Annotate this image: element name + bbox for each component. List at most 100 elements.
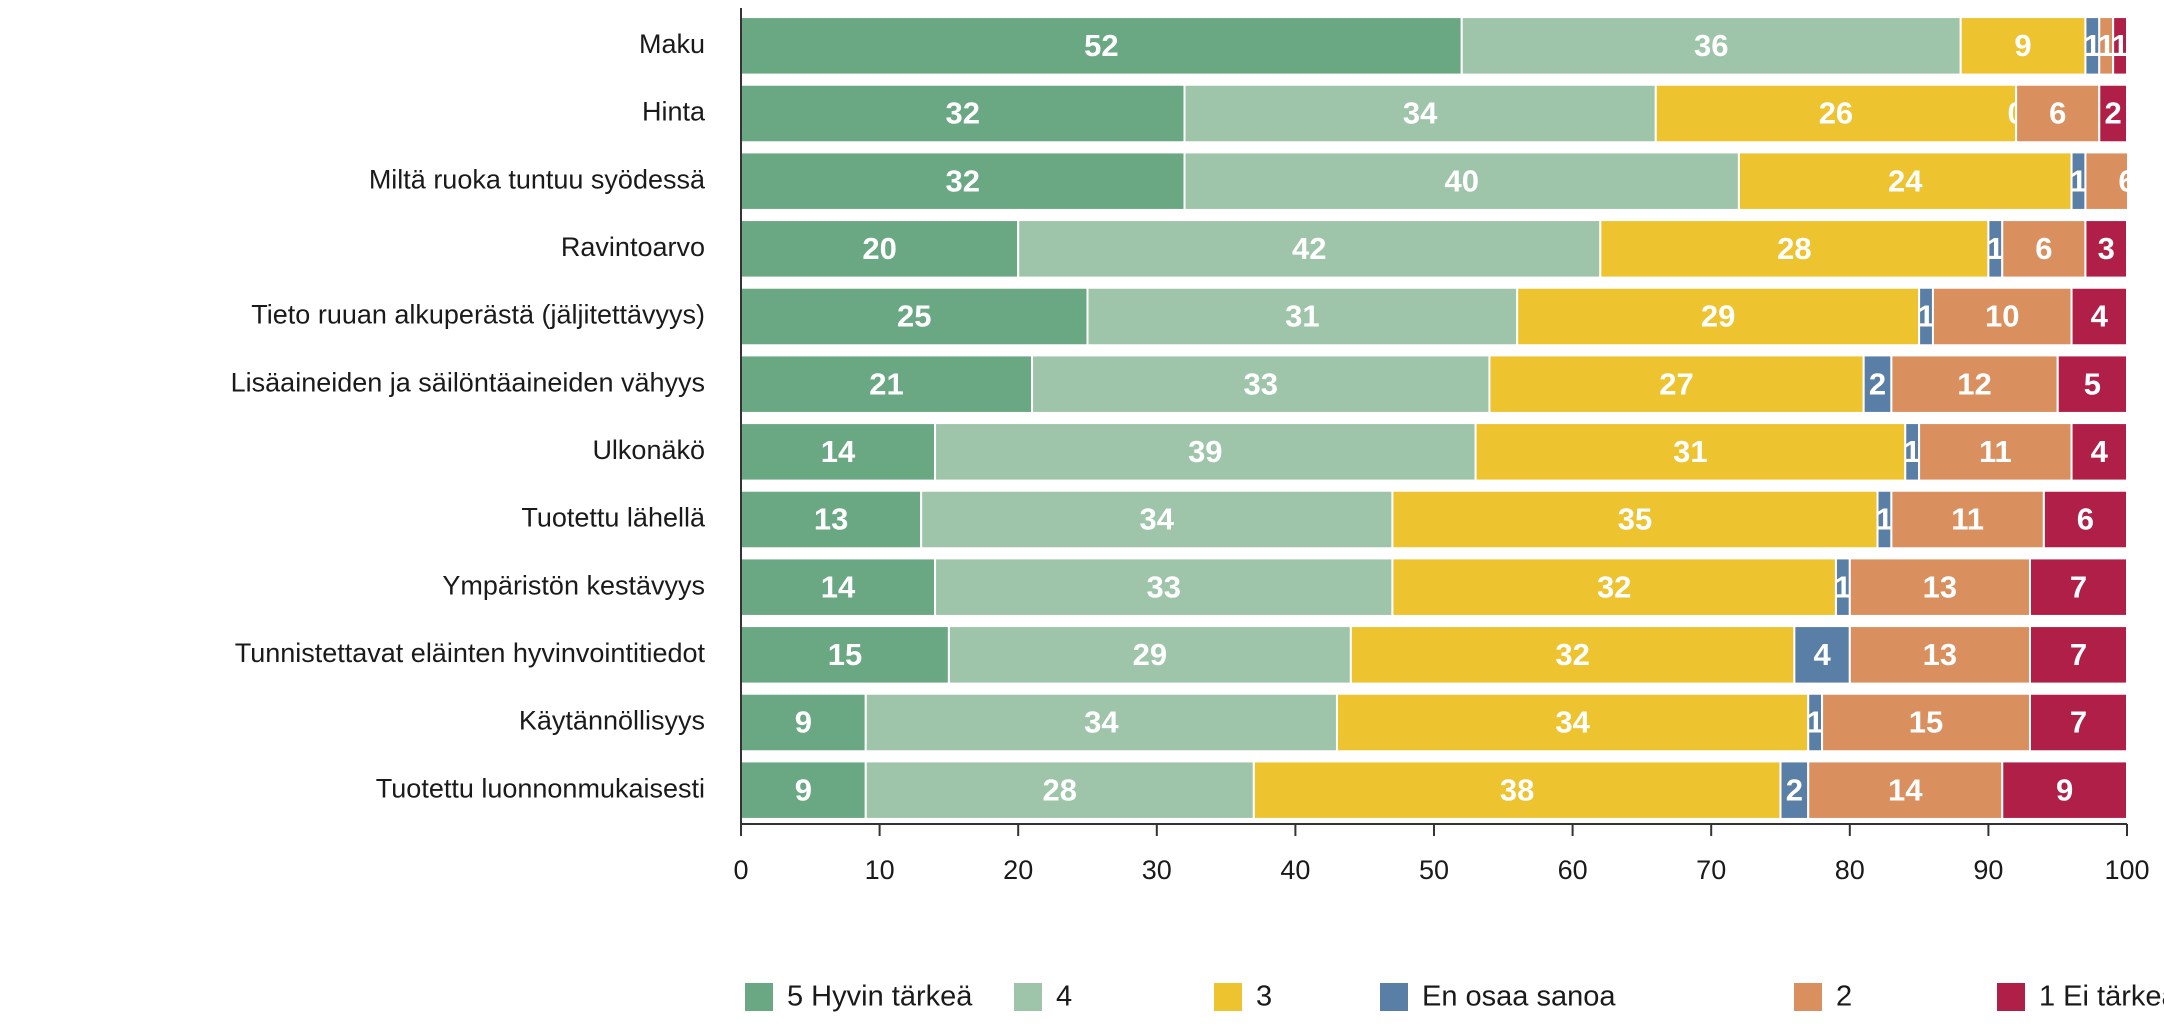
x-tick-label: 20 (1003, 855, 1033, 885)
bar-segment (1460, 16, 1962, 76)
category-label: Tuotettu luonnonmukaisesti (376, 773, 705, 803)
value-label: 20 (862, 231, 896, 266)
value-label: 13 (814, 502, 848, 537)
x-tick-label: 60 (1558, 855, 1588, 885)
bar-segment (1890, 354, 2059, 414)
value-label: 4 (2091, 434, 2109, 469)
bar-segment (1862, 354, 1893, 414)
value-label: 24 (1888, 163, 1923, 198)
bar-segment (2001, 760, 2127, 820)
value-label: 33 (1244, 366, 1278, 401)
bar-segment (1391, 557, 1837, 617)
bar-segment (1793, 625, 1851, 685)
legend-label: 3 (1256, 981, 1272, 1013)
value-label: 32 (1597, 569, 1631, 604)
x-tick-label: 10 (865, 855, 895, 885)
bar-segment (1737, 151, 2073, 211)
bar-segment (2070, 422, 2127, 482)
value-label: 2 (2105, 96, 2122, 131)
bar-segment (1017, 219, 1602, 279)
legend-label: 1 Ei tärkeä (2039, 981, 2164, 1013)
bar-segment (741, 557, 937, 617)
category-label: Tieto ruuan alkuperästä (jäljitettävyys) (251, 300, 705, 330)
bar-segment (741, 219, 1020, 279)
legend-swatch (745, 983, 773, 1011)
value-label: 4 (2091, 299, 2109, 334)
bar-segment (920, 489, 1394, 550)
value-label: 32 (946, 96, 980, 131)
legend-label: 2 (1836, 981, 1852, 1013)
value-label: 1 (2070, 163, 2087, 198)
category-label: Tuotettu lähellä (521, 503, 706, 533)
bar-segment (741, 489, 923, 550)
value-label: 36 (1694, 28, 1728, 63)
bar-segment (1931, 286, 2073, 347)
bar-segment (1821, 692, 2031, 753)
value-label: 26 (1819, 96, 1853, 131)
category-label: Miltä ruoka tuntuu syödessä (369, 164, 706, 194)
value-label: 2 (1786, 772, 1803, 807)
value-label: 3 (2098, 231, 2115, 266)
value-label: 40 (1444, 163, 1478, 198)
legend-swatch (1014, 983, 1042, 1011)
x-tick-label: 30 (1142, 855, 1172, 885)
value-label: 4 (1813, 637, 1831, 672)
value-label: 7 (2070, 705, 2087, 740)
value-label: 1 (1834, 569, 1851, 604)
value-label: 52 (1084, 28, 1118, 63)
value-label: 5 (2084, 366, 2101, 401)
x-tick-label: 50 (1419, 855, 1449, 885)
bar-segment (1918, 422, 2073, 482)
bars: 5236911132342606232402416220422816325312… (741, 16, 2135, 820)
value-label: 1 (1807, 705, 1824, 740)
category-label: Hinta (642, 97, 706, 127)
bar-segment (1890, 489, 2045, 550)
legend-swatch (1794, 983, 1822, 1011)
bar-segment (1335, 692, 1810, 753)
x-tick-label: 40 (1280, 855, 1310, 885)
value-label: 13 (1923, 569, 1957, 604)
x-tick-label: 0 (733, 855, 748, 885)
x-tick-label: 70 (1696, 855, 1726, 885)
value-label: 28 (1043, 772, 1077, 807)
value-label: 1 (2111, 28, 2128, 63)
value-label: 42 (1292, 231, 1326, 266)
value-label: 1 (1987, 231, 2004, 266)
value-label: 1 (2098, 28, 2115, 63)
bar-segment (1779, 760, 1810, 820)
legend-swatch (1997, 983, 2025, 1011)
value-label: 15 (828, 637, 862, 672)
x-tick-label: 90 (1973, 855, 2003, 885)
value-label: 10 (1985, 299, 2019, 334)
bar-segment (864, 692, 1338, 753)
value-label: 31 (1673, 434, 1707, 469)
category-label: Ravintoarvo (561, 232, 705, 262)
bar-segment (741, 151, 1186, 211)
bar-segment (2056, 354, 2127, 414)
bar-segment (2028, 692, 2127, 753)
bar-segment (741, 83, 1186, 144)
value-label: 6 (2118, 163, 2135, 198)
value-label: 32 (946, 163, 980, 198)
category-label: Käytännöllisyys (519, 706, 705, 736)
value-label: 6 (2049, 96, 2066, 131)
value-label: 25 (897, 299, 931, 334)
value-label: 21 (869, 366, 903, 401)
value-label: 2 (1869, 366, 1886, 401)
value-label: 34 (1084, 705, 1119, 740)
bar-segment (741, 354, 1034, 414)
value-label: 1 (2084, 28, 2101, 63)
value-label: 13 (1923, 637, 1957, 672)
bar-segment (1959, 16, 2087, 76)
value-label: 9 (795, 705, 812, 740)
value-label: 28 (1777, 231, 1811, 266)
bar-segment (1599, 219, 1990, 279)
value-label: 1 (1904, 434, 1921, 469)
legend-label: 4 (1056, 981, 1072, 1013)
legend-swatch (1214, 983, 1242, 1011)
value-label: 9 (795, 772, 812, 807)
bar-segment (1391, 489, 1879, 550)
bar-segment (1654, 83, 2018, 144)
category-label: Lisäaineiden ja säilöntäaineiden vähyys (231, 367, 705, 397)
